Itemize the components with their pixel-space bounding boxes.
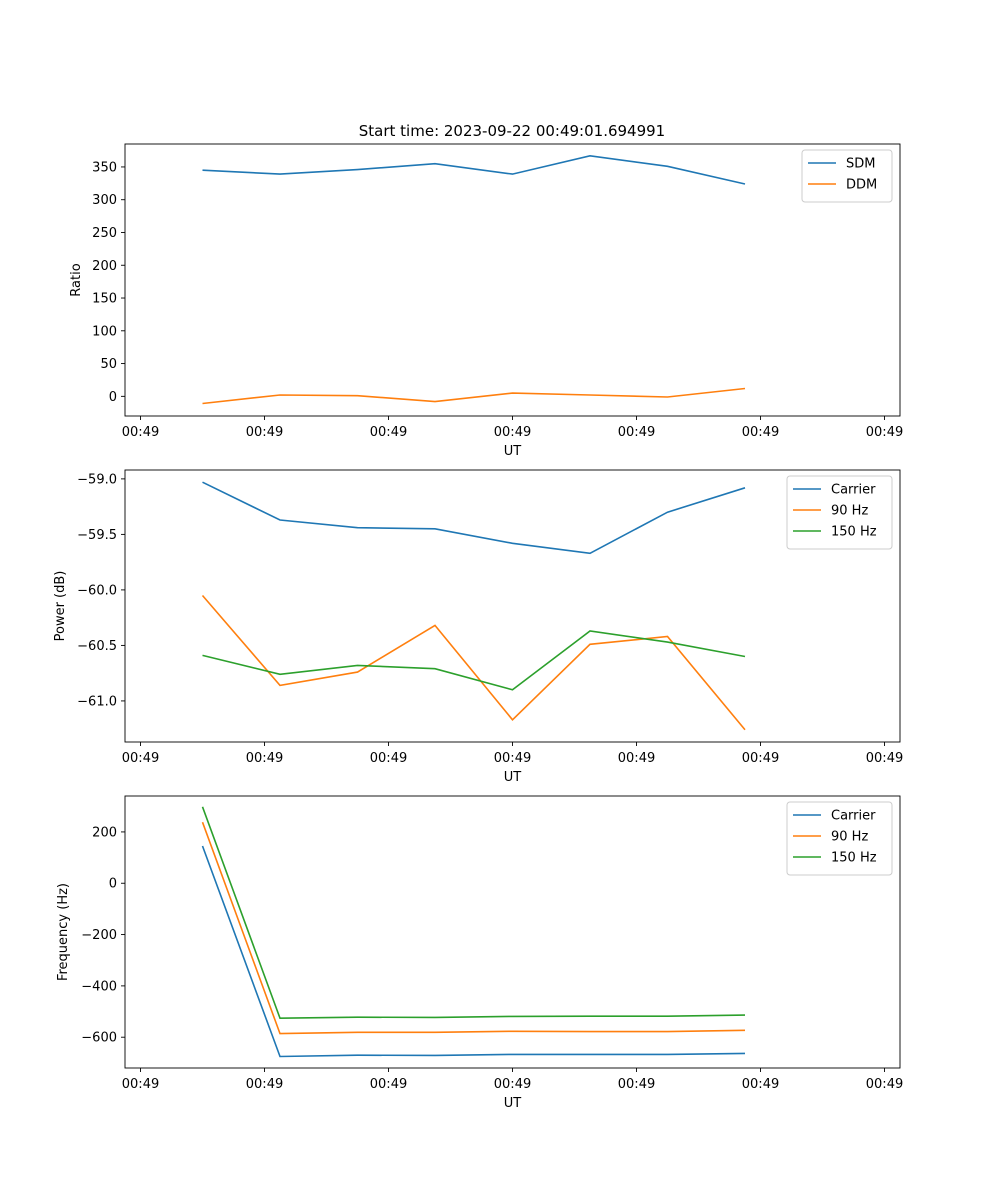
y-tick-label: 300 xyxy=(92,193,117,208)
series-line-90-hz xyxy=(201,594,746,731)
x-axis-label: UT xyxy=(504,770,522,785)
x-tick-label: 00:49 xyxy=(246,425,283,440)
y-tick-label: 350 xyxy=(92,160,117,175)
series-line-carrier xyxy=(202,481,746,555)
y-tick-label: 0 xyxy=(109,877,117,892)
y-tick-label: −59.5 xyxy=(77,528,117,543)
y-tick-label: −60.5 xyxy=(77,639,117,654)
x-tick-label: 00:49 xyxy=(866,425,903,440)
series-line-90-hz xyxy=(201,821,746,1035)
ratio-panel: 00:49 00:49 00:49 00:49 00:49 00:49 00:49 0 50 10… xyxy=(69,143,903,459)
x-tick-label: 00:49 xyxy=(494,425,531,440)
legend-label-150-hz: 150 Hz xyxy=(831,851,877,866)
y-tick-label: 100 xyxy=(92,324,117,339)
x-tick-label: 00:49 xyxy=(866,1077,903,1092)
y-tick-label: −61.0 xyxy=(77,694,117,709)
legend-label-90-hz: 90 Hz xyxy=(831,830,868,845)
legend-label-carrier: Carrier xyxy=(831,483,876,498)
x-tick-label: 00:49 xyxy=(370,1077,407,1092)
power-panel: 00:49 00:49 00:49 00:49 00:49 00:49 00:49 −59.0… xyxy=(53,469,903,785)
x-tick-label: 00:49 xyxy=(122,751,159,766)
legend-label-150-hz: 150 Hz xyxy=(831,525,877,540)
y-tick-label: 250 xyxy=(92,226,117,241)
legend-label-90-hz: 90 Hz xyxy=(831,504,868,519)
x-axis-label: UT xyxy=(504,444,522,459)
series-line-carrier xyxy=(201,845,746,1058)
x-tick-label: 00:49 xyxy=(122,1077,159,1092)
series-line-150-hz xyxy=(202,630,746,691)
x-tick-label: 00:49 xyxy=(122,425,159,440)
frequency-panel: 00:49 00:49 00:49 00:49 00:49 00:49 00:49 200 0 −… xyxy=(56,795,903,1111)
x-tick-label: 00:49 xyxy=(618,1077,655,1092)
y-tick-label: −400 xyxy=(81,979,117,994)
legend-label-carrier: Carrier xyxy=(831,809,876,824)
y-tick-label: 0 xyxy=(109,390,117,405)
legend-label-sdm: SDM xyxy=(846,157,875,172)
figure-title: Start time: 2023-09-22 00:49:01.694991 xyxy=(359,122,665,140)
y-axis-label: Frequency (Hz) xyxy=(56,883,71,981)
y-tick-label: −59.0 xyxy=(77,472,117,487)
x-tick-label: 00:49 xyxy=(370,425,407,440)
x-tick-label: 00:49 xyxy=(494,751,531,766)
legend-label-ddm: DDM xyxy=(846,178,877,193)
y-tick-label: 50 xyxy=(100,357,117,372)
y-axis-label: Power (dB) xyxy=(53,571,68,642)
x-tick-label: 00:49 xyxy=(246,1077,283,1092)
x-tick-label: 00:49 xyxy=(370,751,407,766)
x-tick-label: 00:49 xyxy=(742,1077,779,1092)
x-tick-label: 00:49 xyxy=(618,425,655,440)
x-tick-label: 00:49 xyxy=(742,751,779,766)
series-line-sdm xyxy=(202,154,746,185)
y-tick-label: −200 xyxy=(81,928,117,943)
y-tick-label: 150 xyxy=(92,292,117,307)
x-tick-label: 00:49 xyxy=(494,1077,531,1092)
y-tick-label: 200 xyxy=(92,259,117,274)
x-axis-label: UT xyxy=(504,1096,522,1111)
series-line-ddm xyxy=(202,387,746,405)
x-tick-label: 00:49 xyxy=(866,751,903,766)
x-tick-label: 00:49 xyxy=(246,751,283,766)
y-tick-label: −60.0 xyxy=(77,583,117,598)
y-axis-label: Ratio xyxy=(69,263,84,296)
series-line-150-hz xyxy=(201,806,746,1020)
y-tick-label: −600 xyxy=(81,1031,117,1046)
y-tick-label: 200 xyxy=(92,825,117,840)
x-tick-label: 00:49 xyxy=(618,751,655,766)
x-tick-label: 00:49 xyxy=(742,425,779,440)
